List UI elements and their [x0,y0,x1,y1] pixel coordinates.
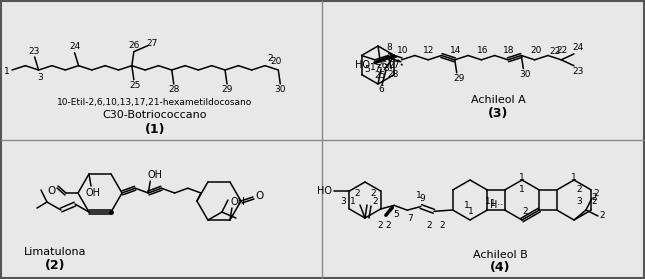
Text: OH: OH [86,188,101,198]
Text: 1: 1 [490,199,496,208]
Text: 2: 2 [385,221,391,230]
Text: O: O [256,191,264,201]
Text: 1: 1 [370,62,376,71]
Text: 30: 30 [520,70,531,79]
Text: 3: 3 [38,73,43,83]
Text: 12: 12 [423,46,435,55]
Text: 1: 1 [519,184,525,194]
Text: 22: 22 [557,46,568,55]
Text: 2: 2 [439,221,445,230]
Text: 2: 2 [576,184,582,194]
Text: 7: 7 [408,214,413,223]
Text: 1: 1 [468,206,474,215]
Text: 28: 28 [388,70,399,79]
Text: 20: 20 [271,57,282,66]
Text: 1: 1 [571,174,577,182]
Text: HO: HO [355,61,370,71]
Text: 26: 26 [128,41,139,50]
Text: 1: 1 [350,198,356,206]
Text: 23: 23 [572,67,584,76]
Text: (4): (4) [490,261,510,275]
Text: Achileol A: Achileol A [471,95,526,105]
Text: 3: 3 [384,64,390,73]
Text: 24: 24 [572,44,584,52]
Text: 5: 5 [393,210,399,219]
Text: 28: 28 [168,85,179,95]
Text: 3: 3 [576,198,582,206]
Text: 16: 16 [477,46,488,55]
Text: 30: 30 [275,85,286,95]
Text: 6: 6 [378,85,384,95]
Text: 2: 2 [599,211,605,220]
Text: 2: 2 [522,206,528,215]
Text: 20: 20 [530,46,541,55]
Text: 18: 18 [503,46,515,55]
Text: (3): (3) [488,107,508,121]
Text: 27: 27 [146,39,157,48]
Text: 1: 1 [4,68,10,76]
Text: Limatulona: Limatulona [24,247,86,257]
Text: (2): (2) [45,259,65,271]
Text: 1: 1 [519,174,525,182]
Text: 2: 2 [593,189,599,198]
Text: 23: 23 [28,47,39,57]
Text: 9: 9 [419,194,424,203]
Text: HO: HO [317,186,332,196]
Text: Achileol B: Achileol B [473,250,528,260]
Text: 2: 2 [267,54,273,63]
Text: 1: 1 [417,191,422,200]
Text: 29: 29 [453,74,464,83]
Text: 1: 1 [486,196,491,206]
Text: 8: 8 [386,43,392,52]
Text: 22: 22 [550,47,561,56]
Text: 2: 2 [377,221,383,230]
Text: (1): (1) [144,122,165,136]
Text: O: O [47,186,55,196]
Text: 26: 26 [376,61,388,69]
Text: 7: 7 [374,64,380,73]
Text: 10-Etil-2,6,10,13,17,21-hexametildocosano: 10-Etil-2,6,10,13,17,21-hexametildocosan… [57,97,253,107]
Text: 2: 2 [372,198,378,206]
Text: C30-Botriococcano: C30-Botriococcano [103,110,207,120]
Text: 14: 14 [450,46,461,55]
Text: 2: 2 [354,189,360,198]
Text: 29: 29 [221,85,233,95]
Text: 1: 1 [464,201,470,210]
Text: 2: 2 [591,194,597,203]
Text: 25: 25 [129,81,141,90]
Text: OH: OH [230,197,246,207]
Text: 2: 2 [426,221,432,230]
Text: 25: 25 [375,71,386,80]
Text: 24: 24 [69,42,80,51]
Text: 2: 2 [370,189,376,198]
Text: 27: 27 [388,61,400,71]
Text: H··: H·· [490,200,503,210]
Text: OH: OH [148,170,163,180]
Text: 10: 10 [397,46,408,55]
Text: 2: 2 [591,198,597,206]
Text: 3: 3 [341,198,346,206]
Text: 5: 5 [364,65,370,74]
